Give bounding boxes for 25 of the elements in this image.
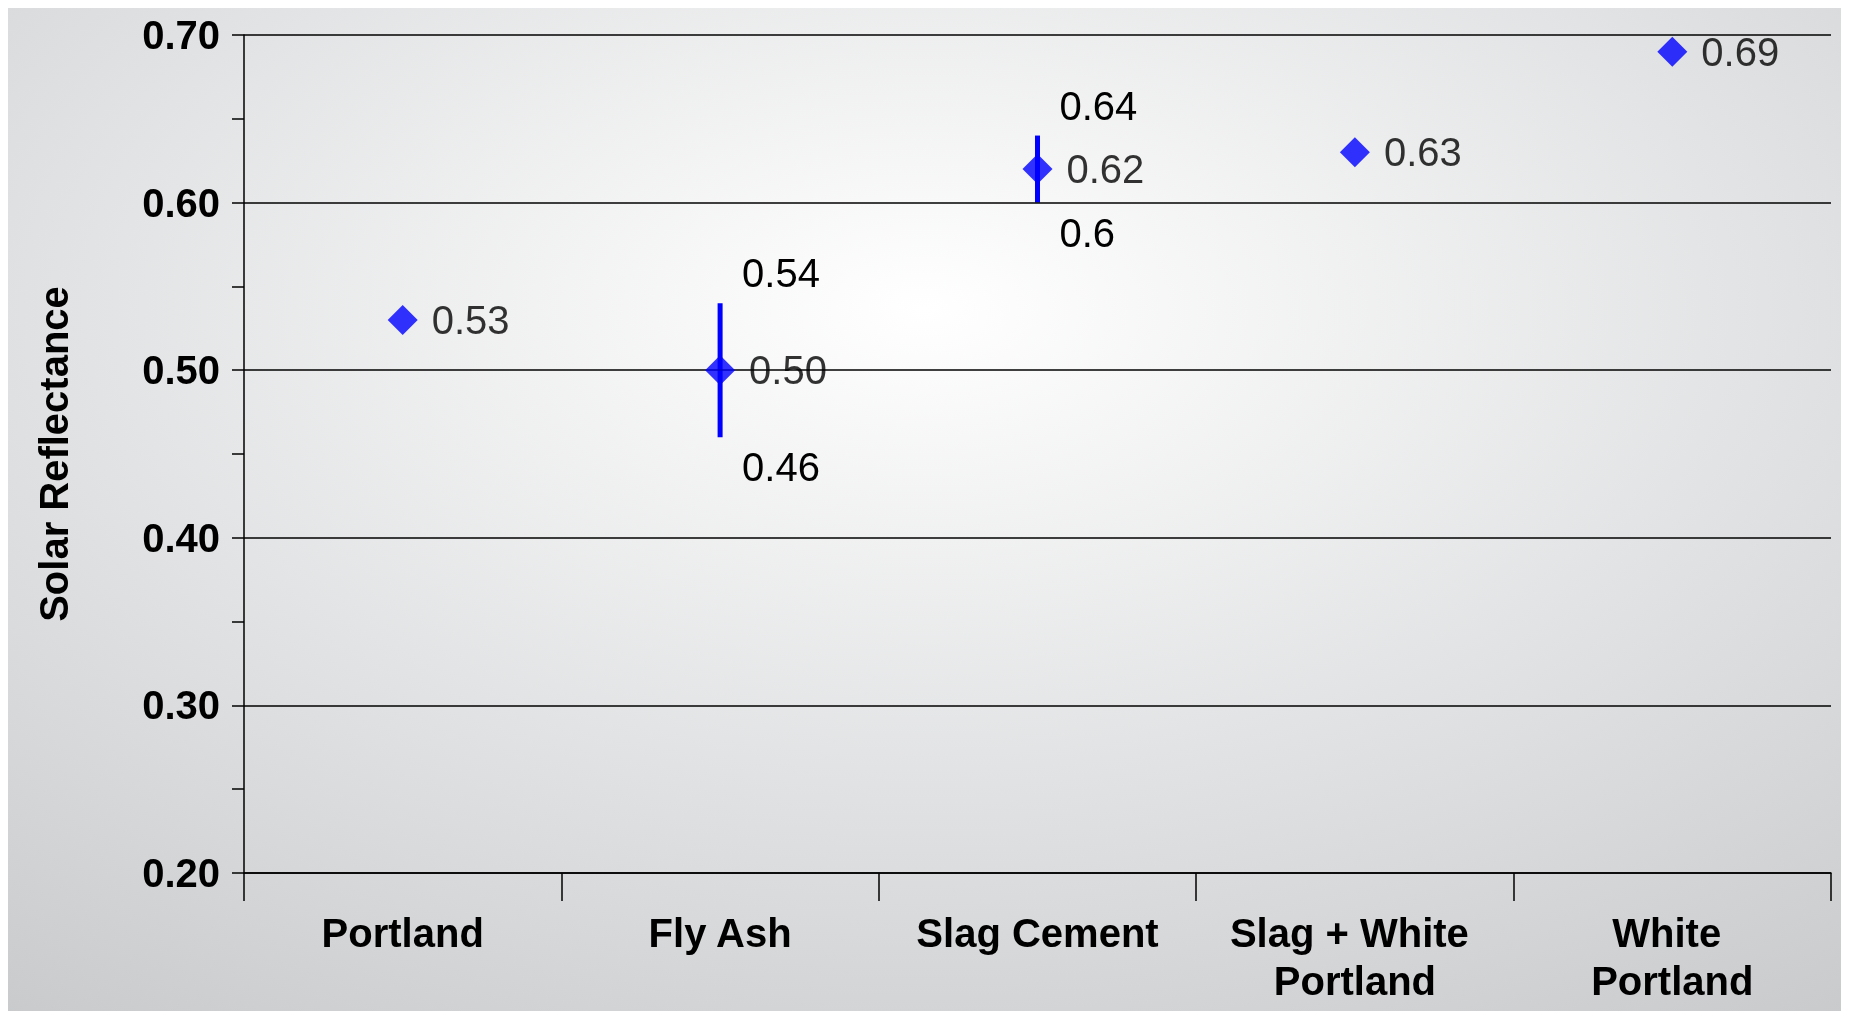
- x-tick-label: Fly Ash: [648, 911, 792, 955]
- point: [1339, 137, 1370, 168]
- y-axis-title: Solar Reflectance: [32, 286, 76, 622]
- y-tick-label: 0.20: [142, 851, 220, 895]
- y-tick-label: 0.70: [142, 13, 220, 57]
- point: [705, 355, 736, 386]
- annotation: 0.46: [742, 445, 820, 490]
- annotation: 0.6: [1059, 210, 1116, 255]
- y-tick-label: 0.60: [142, 180, 220, 225]
- x-tick-label: Portland: [321, 911, 484, 955]
- data-label: 0.62: [1066, 147, 1145, 192]
- x-tick-label: White Portland: [1591, 911, 1754, 1003]
- x-tick-label: Slag + White Portland: [1229, 911, 1480, 1003]
- annotation: 0.54: [742, 251, 820, 296]
- y-tick-label: 0.40: [142, 515, 220, 560]
- x-tick-label: Slag Cement: [916, 911, 1159, 955]
- data-label: 0.63: [1383, 130, 1462, 175]
- point: [387, 304, 418, 335]
- y-tick-label: 0.30: [142, 683, 220, 728]
- data-label: 0.53: [431, 297, 510, 342]
- data-label: 0.69: [1701, 29, 1780, 74]
- point: [1022, 154, 1053, 185]
- y-tick-label: 0.50: [142, 348, 220, 393]
- point: [1657, 36, 1688, 67]
- annotation: 0.64: [1059, 83, 1138, 128]
